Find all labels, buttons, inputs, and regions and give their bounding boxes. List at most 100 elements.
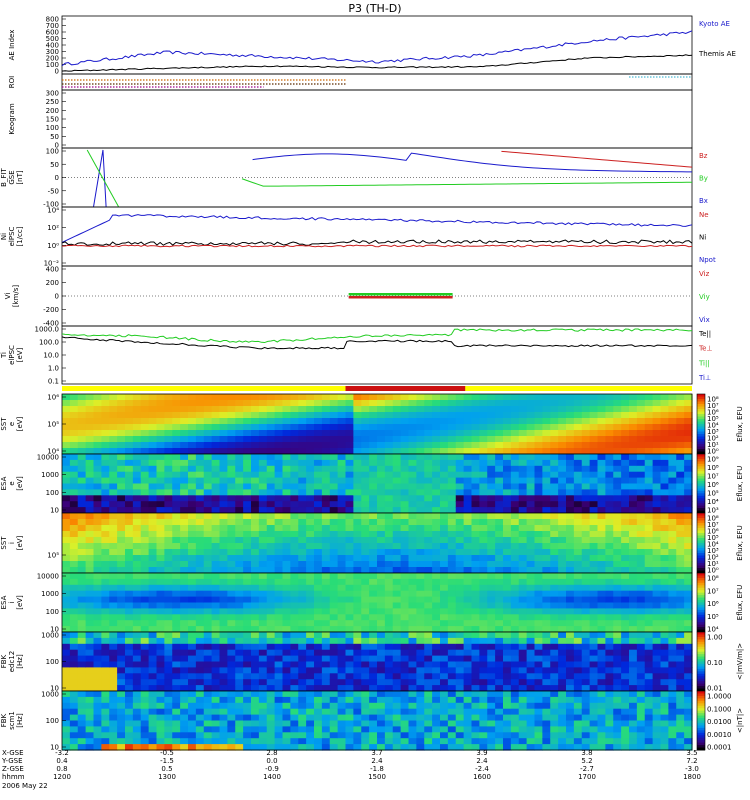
spectrogram-cell — [203, 691, 213, 698]
spectrogram-cell — [550, 649, 559, 657]
spectrogram-cell — [408, 702, 417, 710]
spectrogram-cell — [274, 519, 284, 526]
spectrogram-cell — [566, 561, 575, 568]
spectrogram-cell — [329, 590, 339, 598]
spectrogram-cell — [180, 400, 189, 407]
spectrogram-cell — [479, 620, 488, 627]
spectrogram-cell — [684, 667, 693, 674]
spectrogram-cell — [534, 714, 543, 722]
spectrogram-cell — [125, 519, 134, 526]
spectrogram-cell — [660, 406, 669, 413]
spectrogram-cell — [321, 626, 331, 633]
spectrogram-cell — [195, 543, 205, 550]
spectrogram-cell — [542, 448, 551, 455]
spectrogram-cell — [290, 685, 299, 692]
spectrogram-cell — [558, 501, 567, 508]
spectrogram-cell — [164, 483, 173, 490]
spectrogram-cell — [455, 661, 465, 668]
spectrogram-cell — [266, 661, 276, 668]
spectrogram-cell — [440, 412, 449, 419]
spectrogram-cell — [69, 489, 79, 496]
y-axis-label-line: [nT] — [16, 170, 24, 184]
spectrogram-cell — [550, 549, 559, 556]
spectrogram-cell — [69, 732, 79, 739]
spectrogram-cell — [573, 626, 583, 633]
spectrogram-cell — [140, 590, 150, 598]
spectrogram-cell — [188, 691, 197, 698]
spectrogram-cell — [440, 483, 449, 490]
spectrogram-cell — [471, 738, 480, 745]
spectrogram-cell — [109, 744, 118, 751]
spectrogram-cell — [258, 418, 268, 425]
spectrogram-cell — [392, 555, 402, 562]
spectrogram-cell — [353, 543, 362, 550]
spectrogram-cell — [510, 442, 520, 449]
spectrogram-cell — [93, 714, 102, 722]
spectrogram-cell — [345, 454, 354, 461]
spectrogram-cell — [384, 549, 394, 556]
spectrogram-cell — [306, 714, 315, 722]
spectrogram-cell — [510, 596, 520, 604]
spectrogram-cell — [140, 406, 150, 413]
spectrogram-cell — [526, 673, 536, 680]
spectrogram-cell — [558, 430, 567, 437]
spectrogram-cell — [211, 620, 221, 627]
spectrogram-cell — [597, 637, 606, 645]
spectrogram-cell — [408, 673, 417, 680]
spectrogram-cell — [219, 691, 228, 698]
spectrogram-cell — [219, 573, 228, 580]
spectrogram-cell — [282, 519, 291, 526]
colorbar-segment — [697, 510, 705, 514]
spectrogram-cell — [455, 626, 465, 633]
spectrogram-cell — [180, 495, 189, 502]
spectrogram-cell — [581, 442, 591, 449]
spectrogram-cell — [581, 673, 591, 680]
colorbar-tick-label: 10⁴ — [707, 422, 719, 430]
spectrogram-cell — [211, 436, 221, 443]
spectrogram-cell — [258, 661, 268, 668]
spectrogram-cell — [290, 738, 299, 745]
spectrogram-cell — [148, 590, 158, 598]
spectrogram-cell — [463, 596, 473, 604]
spectrogram-cell — [416, 567, 425, 574]
spectrogram-cell — [321, 685, 331, 692]
y-axis-label: B_FITGSE[nT] — [0, 167, 24, 186]
spectrogram-cell — [518, 495, 528, 502]
spectrogram-cell — [424, 637, 433, 645]
spectrogram-cell — [455, 637, 465, 645]
spectrogram-cell — [132, 436, 142, 443]
spectrogram-cell — [377, 477, 386, 485]
spectrogram-cell — [384, 567, 394, 574]
spectrogram-cell — [101, 608, 110, 615]
spectrogram-cell — [495, 495, 504, 502]
spectrogram-cell — [140, 738, 150, 745]
spectrogram-cell — [392, 513, 402, 520]
spectrogram-cell — [440, 726, 449, 733]
spectrogram-cell — [274, 394, 284, 401]
spectrogram-cell — [85, 454, 95, 461]
spectrogram-cell — [109, 507, 118, 514]
spectrogram-cell — [188, 696, 197, 704]
spectrogram-cell — [660, 637, 669, 645]
spectrogram-cell — [266, 561, 276, 568]
spectrogram-cell — [188, 561, 197, 568]
spectrogram-cell — [274, 471, 284, 479]
spectrogram-cell — [274, 708, 284, 716]
spectrogram-cell — [400, 519, 410, 526]
spectrogram-cell — [534, 442, 543, 449]
spectrogram-cell — [132, 714, 142, 722]
spectrogram-cell — [503, 519, 512, 526]
spectrogram-cell — [510, 738, 520, 745]
spectrogram-cell — [432, 620, 441, 627]
spectrogram-cell — [235, 454, 244, 461]
spectrogram-cell — [258, 632, 268, 639]
spectrogram-cell — [668, 454, 677, 461]
spectrogram-cell — [644, 537, 654, 544]
spectrogram-cell — [463, 608, 473, 615]
spectrogram-cell — [369, 655, 378, 663]
spectrogram-cell — [195, 637, 205, 645]
spectrogram-cell — [408, 400, 417, 407]
spectrogram-cell — [597, 643, 606, 651]
spectrogram-cell — [652, 459, 662, 467]
spectrogram-cell — [195, 483, 205, 490]
